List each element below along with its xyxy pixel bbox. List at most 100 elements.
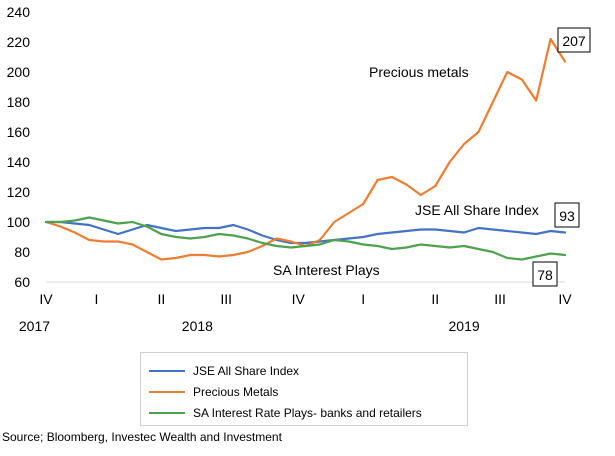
data-point xyxy=(131,228,134,231)
data-point xyxy=(448,230,451,232)
data-point xyxy=(477,248,480,250)
data-point xyxy=(362,243,365,246)
data-point xyxy=(261,245,264,247)
data-point xyxy=(232,224,235,226)
data-point xyxy=(290,246,292,249)
data-point xyxy=(448,161,451,163)
data-point xyxy=(520,258,523,261)
x-year-label: 2017 xyxy=(19,318,50,334)
data-point xyxy=(376,245,379,247)
legend-swatch-sa xyxy=(149,412,185,414)
data-point xyxy=(160,233,163,235)
data-point xyxy=(304,242,307,244)
data-point xyxy=(376,179,379,181)
x-year-label: 2019 xyxy=(449,318,480,334)
data-point xyxy=(102,240,105,243)
data-point xyxy=(463,231,465,234)
data-point xyxy=(160,227,163,229)
data-point xyxy=(189,228,192,231)
y-tick-label: 220 xyxy=(7,34,31,50)
data-point xyxy=(492,228,494,231)
data-point xyxy=(362,203,365,205)
data-point xyxy=(117,233,119,235)
data-point xyxy=(549,230,552,232)
x-tick-label: IV xyxy=(558,291,572,307)
data-point xyxy=(535,99,538,102)
y-tick-label: 160 xyxy=(7,124,31,140)
data-point xyxy=(319,243,321,246)
end-value-box-precious xyxy=(557,27,591,53)
data-point xyxy=(376,233,379,235)
data-point xyxy=(477,131,480,133)
series-line-1 xyxy=(44,220,567,245)
data-point xyxy=(477,227,480,229)
y-tick-label: 140 xyxy=(7,154,31,170)
data-point xyxy=(535,233,538,235)
legend-swatch-jse xyxy=(149,370,185,372)
data-point xyxy=(391,248,393,250)
data-point xyxy=(405,230,408,232)
data-point xyxy=(463,245,465,247)
source-note: Source; Bloomberg, Investec Wealth and I… xyxy=(2,430,282,444)
data-point xyxy=(492,101,494,103)
annotations: Precious metals JSE All Share Index SA I… xyxy=(273,27,591,287)
data-point xyxy=(275,237,278,240)
data-point xyxy=(189,254,192,256)
data-point xyxy=(45,221,47,223)
data-point xyxy=(333,239,336,241)
legend-item-sa: SA Interest Rate Plays- banks and retail… xyxy=(149,403,422,423)
legend-swatch-precious xyxy=(149,391,185,393)
data-point xyxy=(434,245,437,247)
data-point xyxy=(506,71,509,73)
data-point xyxy=(362,236,365,238)
data-point xyxy=(218,233,220,235)
data-point xyxy=(535,255,538,258)
data-point xyxy=(88,224,91,226)
data-point xyxy=(232,234,235,237)
legend-label-jse: JSE All Share Index xyxy=(193,364,300,378)
data-point xyxy=(304,245,307,247)
end-value-sa: 78 xyxy=(537,267,553,283)
series-lines xyxy=(44,37,567,261)
data-point xyxy=(174,257,177,259)
x-tick-label: IV xyxy=(39,291,53,307)
x-year-label: 2018 xyxy=(182,318,213,334)
data-point xyxy=(506,257,509,259)
data-point xyxy=(218,227,220,229)
data-point xyxy=(275,245,278,247)
data-point xyxy=(506,230,509,232)
data-point xyxy=(549,252,552,255)
x-tick-label: II xyxy=(431,291,439,307)
sa-interest-annotation: SA Interest Plays xyxy=(273,262,380,278)
data-point xyxy=(131,243,134,246)
series-line-2 xyxy=(44,37,567,261)
end-value-jse: 93 xyxy=(559,208,575,224)
data-point xyxy=(174,230,177,232)
legend-label-sa: SA Interest Rate Plays- banks and retail… xyxy=(193,406,422,420)
data-point xyxy=(333,221,336,223)
data-point xyxy=(218,255,220,258)
x-tick-label: I xyxy=(361,291,365,307)
data-point xyxy=(463,143,465,145)
data-point xyxy=(448,246,451,249)
data-point xyxy=(434,228,437,231)
y-axis: 60 80 100 120 140 160 180 200 220 240 xyxy=(7,4,31,290)
data-point xyxy=(434,185,437,187)
legend: JSE All Share Index Precious Metals SA I… xyxy=(140,352,468,426)
data-point xyxy=(203,227,206,229)
data-point xyxy=(246,237,249,240)
y-tick-label: 120 xyxy=(7,184,31,200)
y-tick-label: 180 xyxy=(7,94,31,110)
data-point xyxy=(73,222,76,225)
data-point xyxy=(189,237,192,240)
data-point xyxy=(73,231,76,234)
y-tick-label: 200 xyxy=(7,64,31,80)
legend-item-precious: Precious Metals xyxy=(149,382,278,402)
data-point xyxy=(419,194,422,196)
data-point xyxy=(261,234,264,237)
data-point xyxy=(117,240,119,243)
data-point xyxy=(146,225,148,228)
series-line-3 xyxy=(44,216,567,261)
